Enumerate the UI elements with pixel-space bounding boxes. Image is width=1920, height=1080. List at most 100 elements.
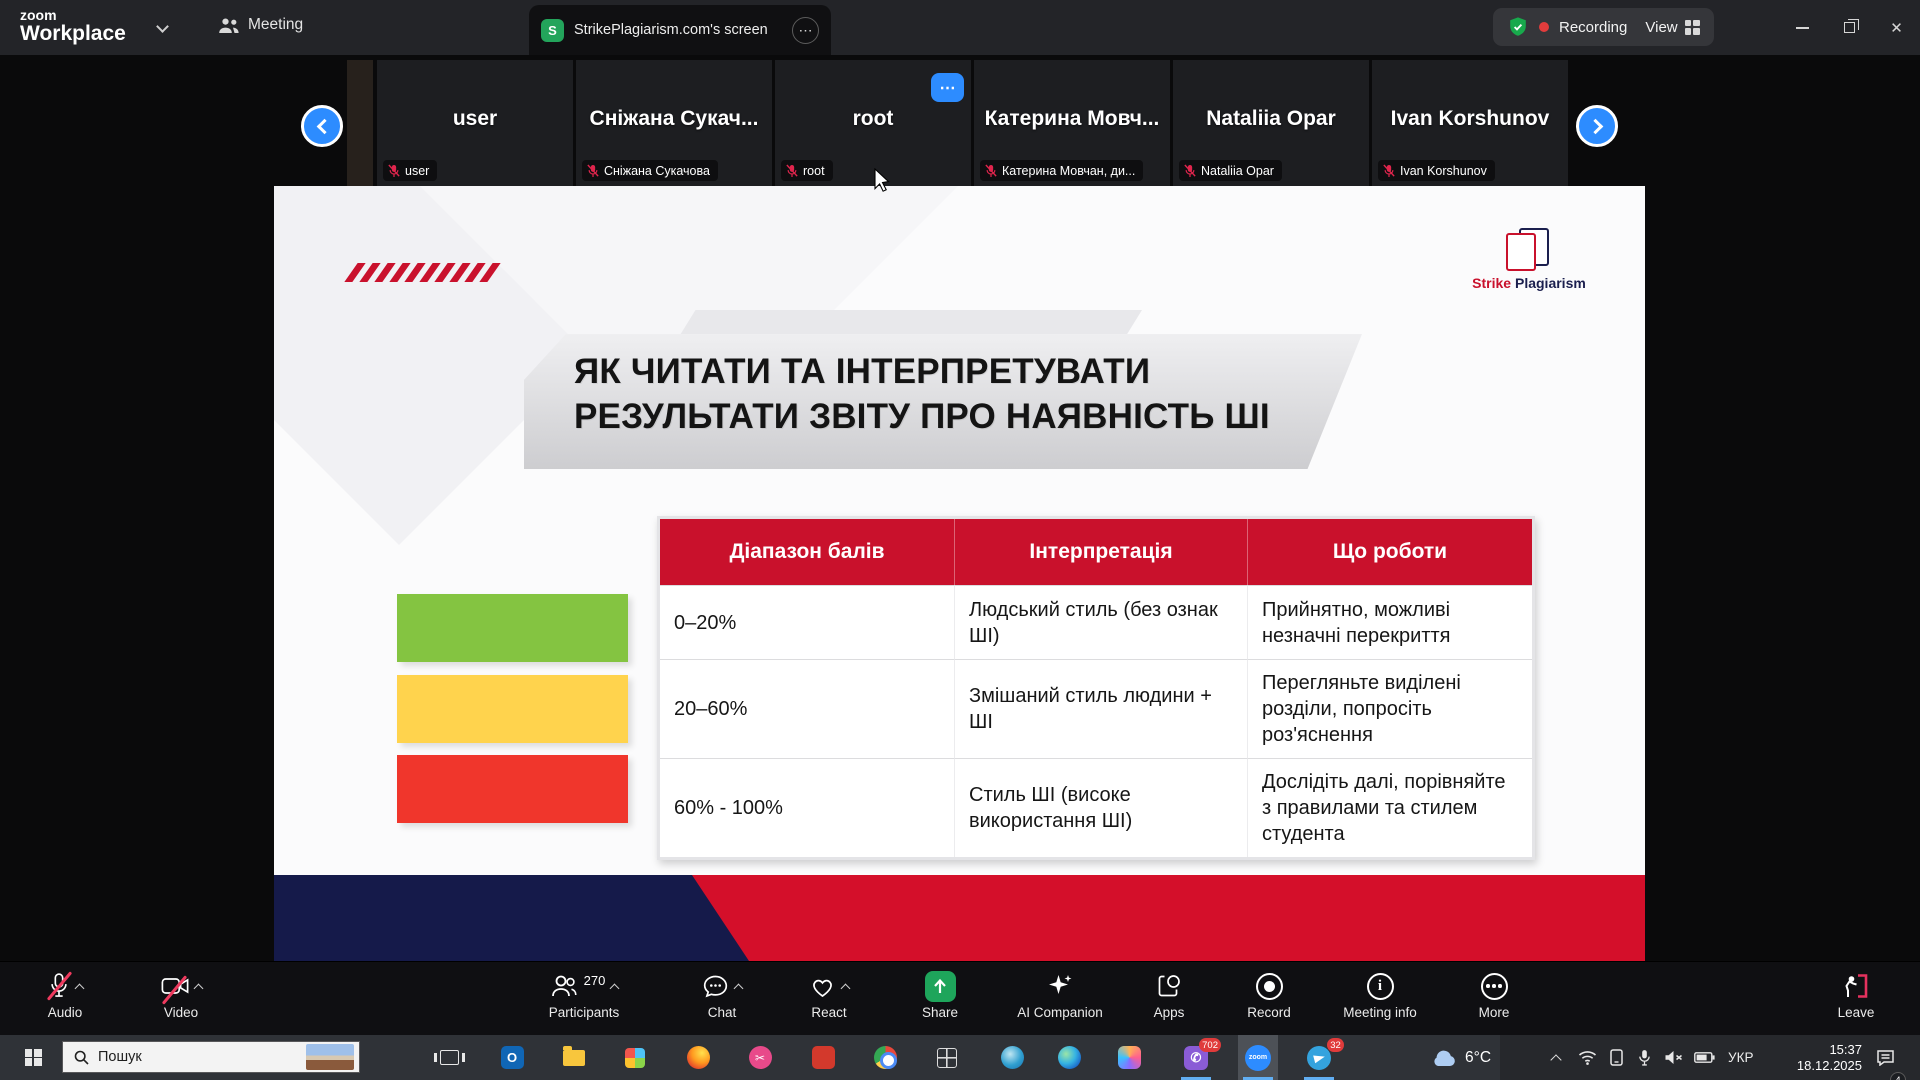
mic-muted-icon bbox=[786, 164, 798, 177]
participants-button[interactable]: 270 Participants bbox=[529, 969, 639, 1020]
react-button[interactable]: React bbox=[774, 969, 884, 1020]
taskbar-app-grid[interactable] bbox=[927, 1035, 967, 1080]
brand-workplace: Workplace bbox=[20, 22, 126, 45]
participant-tile-partial[interactable] bbox=[347, 60, 373, 186]
scissors-icon: ✂ bbox=[748, 1046, 772, 1069]
participant-tile[interactable]: Ivan Korshunov Ivan Korshunov bbox=[1372, 60, 1568, 186]
participant-label-chip: Nataliia Opar bbox=[1179, 160, 1282, 181]
taskbar-app-snipping[interactable]: ✂ bbox=[740, 1035, 780, 1080]
red-app-icon bbox=[811, 1046, 835, 1069]
tab-shared-screen[interactable]: S StrikePlagiarism.com's screen ⋯ bbox=[529, 5, 831, 55]
tray-notifications[interactable]: 4 bbox=[1876, 1035, 1906, 1080]
taskbar-app-chrome[interactable] bbox=[865, 1035, 905, 1080]
restore-button[interactable] bbox=[1826, 0, 1873, 55]
filmstrip-next-button[interactable] bbox=[1576, 105, 1618, 147]
zoom-app-icon: zoom bbox=[1245, 1044, 1271, 1071]
taskbar-app-telegram[interactable]: 32 bbox=[1299, 1035, 1344, 1080]
video-options-chevron-icon[interactable] bbox=[193, 983, 203, 994]
ai-companion-button[interactable]: AI Companion bbox=[1005, 969, 1115, 1020]
participants-options-chevron-icon[interactable] bbox=[609, 983, 620, 994]
meeting-toolbar: Audio Video 270 Participants bbox=[0, 961, 1920, 1035]
task-view-button[interactable] bbox=[429, 1035, 469, 1080]
info-icon: i bbox=[1366, 972, 1394, 1000]
taskbar-app-edge[interactable] bbox=[1049, 1035, 1089, 1080]
search-text: Пошук bbox=[98, 1049, 142, 1065]
participant-label-chip: Сніжана Сукачова bbox=[582, 160, 718, 181]
leave-button[interactable]: Leave bbox=[1801, 969, 1911, 1020]
tray-show-hidden-icons[interactable] bbox=[1550, 1035, 1562, 1080]
tab-meeting[interactable]: Meeting bbox=[218, 16, 303, 34]
participant-tile[interactable]: root root bbox=[775, 60, 971, 186]
cloud-icon bbox=[1434, 1050, 1455, 1066]
shared-slide: Strike Plagiarism ЯК ЧИТАТИ ТА ІНТЕРПРЕТ… bbox=[274, 186, 1645, 961]
taskbar-app-copilot[interactable] bbox=[1109, 1035, 1149, 1080]
mic-muted-icon bbox=[1383, 164, 1395, 177]
taskbar-search[interactable]: Пошук bbox=[62, 1041, 360, 1073]
security-shield-icon[interactable] bbox=[1507, 15, 1529, 39]
taskbar-app-zoom[interactable]: zoom bbox=[1238, 1035, 1278, 1080]
more-button[interactable]: More bbox=[1439, 969, 1549, 1020]
record-label: Record bbox=[1247, 1005, 1291, 1020]
slide-title-line1: ЯК ЧИТАТИ ТА ІНТЕРПРЕТУВАТИ bbox=[574, 352, 1151, 391]
screen-share-stage: user user Сніжана Сукач... Сніжана Сукач… bbox=[0, 55, 1920, 961]
tray-battery[interactable] bbox=[1694, 1035, 1715, 1080]
record-button[interactable]: Record bbox=[1214, 969, 1324, 1020]
tray-language[interactable]: УКР bbox=[1728, 1050, 1754, 1065]
heart-icon bbox=[813, 979, 832, 997]
taskbar-weather[interactable]: 6°C bbox=[1430, 1035, 1491, 1080]
participant-tile[interactable]: user user bbox=[377, 60, 573, 186]
participant-tile[interactable]: Катерина Мовч... Катерина Мовчан, ди... bbox=[974, 60, 1170, 186]
table-cell: Дослідіть далі, порівняйте з правилами т… bbox=[1248, 758, 1532, 857]
taskbar-app-viber[interactable]: ✆ 702 bbox=[1176, 1035, 1221, 1080]
audio-options-chevron-icon[interactable] bbox=[74, 983, 84, 994]
audio-button[interactable]: Audio bbox=[10, 969, 120, 1020]
filmstrip-prev-button[interactable] bbox=[301, 105, 343, 147]
tray-microphone[interactable] bbox=[1638, 1035, 1651, 1080]
apps-label: Apps bbox=[1153, 1005, 1185, 1020]
slide-title-line2: РЕЗУЛЬТАТИ ЗВІТУ ПРО НАЯВНІСТЬ ШІ bbox=[574, 397, 1270, 436]
participant-tile[interactable]: Сніжана Сукач... Сніжана Сукачова bbox=[576, 60, 772, 186]
apps-button[interactable]: Apps bbox=[1114, 969, 1224, 1020]
participant-label: Nataliia Opar bbox=[1201, 163, 1274, 178]
tray-wifi[interactable] bbox=[1578, 1035, 1597, 1080]
action-center-icon bbox=[1877, 1050, 1894, 1066]
close-button[interactable]: ✕ bbox=[1890, 19, 1903, 37]
chat-options-chevron-icon[interactable] bbox=[733, 983, 744, 994]
outlook-icon: O bbox=[500, 1046, 524, 1069]
tray-volume-muted[interactable] bbox=[1664, 1035, 1683, 1080]
filmstrip-more-button[interactable]: ⋯ bbox=[931, 73, 964, 102]
taskbar-app-file-explorer[interactable] bbox=[554, 1035, 594, 1080]
tab-options-icon[interactable]: ⋯ bbox=[792, 16, 819, 44]
view-button[interactable]: View bbox=[1645, 19, 1700, 36]
table-row: 0–20% Людський стиль (без ознак ШІ) Прий… bbox=[660, 585, 1532, 659]
video-button[interactable]: Video bbox=[126, 969, 236, 1020]
taskbar-app-browser-globe[interactable] bbox=[992, 1035, 1032, 1080]
start-button[interactable] bbox=[12, 1035, 54, 1080]
share-button[interactable]: Share bbox=[885, 969, 995, 1020]
search-highlight-image[interactable] bbox=[306, 1044, 354, 1070]
logo-text: Strike Plagiarism bbox=[1472, 275, 1586, 291]
taskbar-app-firefox[interactable] bbox=[678, 1035, 718, 1080]
tray-clock[interactable]: 15:37 18.12.2025 bbox=[1778, 1035, 1862, 1080]
recording-dot-icon bbox=[1539, 22, 1549, 32]
taskbar-app-red[interactable] bbox=[803, 1035, 843, 1080]
brand-chevron-down-icon[interactable] bbox=[156, 20, 169, 33]
mic-muted-icon bbox=[985, 164, 997, 177]
participants-label: Participants bbox=[548, 1005, 620, 1020]
participant-tile[interactable]: Nataliia Opar Nataliia Opar bbox=[1173, 60, 1369, 186]
meeting-info-button[interactable]: i Meeting info bbox=[1325, 969, 1435, 1020]
taskbar-app-outlook[interactable]: O bbox=[492, 1035, 532, 1080]
chat-button[interactable]: Chat bbox=[667, 969, 777, 1020]
react-options-chevron-icon[interactable] bbox=[840, 983, 851, 994]
chevron-right-icon bbox=[1587, 118, 1603, 134]
taskbar-app-photos[interactable] bbox=[615, 1035, 655, 1080]
strikeplagiarism-favicon: S bbox=[541, 18, 564, 42]
chevron-left-icon bbox=[316, 118, 332, 134]
minimize-button[interactable] bbox=[1779, 0, 1826, 55]
title-bar: zoom Workplace Meeting S StrikePlagiaris… bbox=[0, 0, 1920, 55]
footer-navy-shape bbox=[274, 875, 749, 961]
mic-muted-icon bbox=[587, 164, 599, 177]
tab-meeting-label: Meeting bbox=[248, 16, 304, 33]
tray-phone-link[interactable] bbox=[1610, 1035, 1623, 1080]
